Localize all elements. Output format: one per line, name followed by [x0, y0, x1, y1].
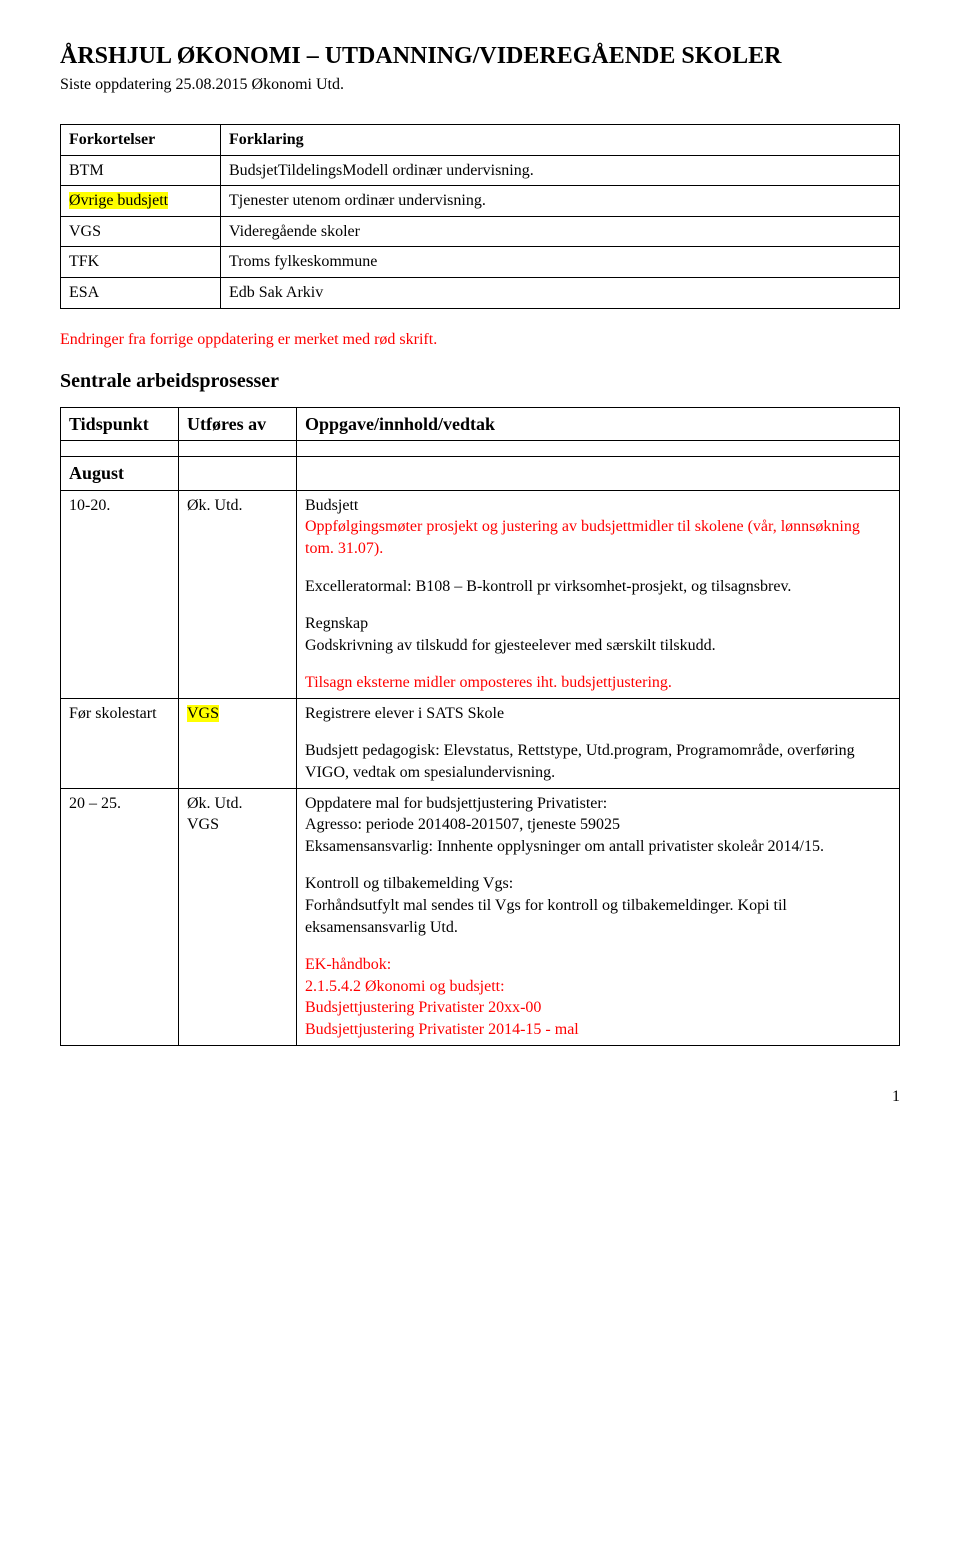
abbr-cell: TFK [61, 247, 221, 278]
table-header-row: Tidspunkt Utføres av Oppgave/innhold/ved… [61, 408, 900, 441]
table-row: August [61, 457, 900, 490]
content-para: RegnskapGodskrivning av tilskudd for gje… [305, 613, 891, 656]
content-para: Budsjett pedagogisk: Elevstatus, Rettsty… [305, 740, 891, 783]
abbr-cell: Øvrige budsjett [61, 186, 221, 217]
desc-cell: Edb Sak Arkiv [221, 277, 900, 308]
when-cell: 10-20. [61, 490, 179, 698]
table-row: BTMBudsjetTildelingsModell ordinær under… [61, 155, 900, 186]
table-row: ESAEdb Sak Arkiv [61, 277, 900, 308]
table-row: 10-20.Øk. Utd.BudsjettOppfølgingsmøter p… [61, 490, 900, 698]
when-cell: 20 – 25. [61, 788, 179, 1045]
desc-cell: BudsjetTildelingsModell ordinær undervis… [221, 155, 900, 186]
desc-cell: Troms fylkeskommune [221, 247, 900, 278]
section-title: Sentrale arbeidsprosesser [60, 368, 900, 395]
content-para: EK-håndbok:2.1.5.4.2 Økonomi og budsjett… [305, 954, 891, 1040]
page-subtitle: Siste oppdatering 25.08.2015 Økonomi Utd… [60, 74, 900, 96]
table-row: Øvrige budsjettTjenester utenom ordinær … [61, 186, 900, 217]
content-para: Excelleratormal: B108 – B-kontroll pr vi… [305, 576, 891, 598]
main-table: Tidspunkt Utføres av Oppgave/innhold/ved… [60, 407, 900, 1045]
who-cell: Øk. Utd. [179, 490, 297, 698]
blank-row [61, 441, 900, 457]
table-row: TFKTroms fylkeskommune [61, 247, 900, 278]
content-cell: Registrere elever i SATS Skole Budsjett p… [297, 698, 900, 788]
main-header-3: Oppgave/innhold/vedtak [297, 408, 900, 441]
desc-cell: Videregående skoler [221, 216, 900, 247]
page-title: ÅRSHJUL ØKONOMI – UTDANNING/VIDEREGÅENDE… [60, 40, 900, 72]
abbr-cell: ESA [61, 277, 221, 308]
content-cell: BudsjettOppfølgingsmøter prosjekt og jus… [297, 490, 900, 698]
table-row: Før skolestartVGSRegistrere elever i SAT… [61, 698, 900, 788]
abbreviations-table: Forkortelser Forklaring BTMBudsjetTildel… [60, 124, 900, 309]
table-row: VGSVideregående skoler [61, 216, 900, 247]
main-header-1: Tidspunkt [61, 408, 179, 441]
content-para: Kontroll og tilbakemelding Vgs:Forhåndsu… [305, 873, 891, 938]
content-para: Registrere elever i SATS Skole [305, 703, 891, 725]
content-para: Oppdatere mal for budsjettjustering Priv… [305, 793, 891, 858]
when-cell: Før skolestart [61, 698, 179, 788]
content-para: BudsjettOppfølgingsmøter prosjekt og jus… [305, 495, 891, 560]
content-cell: Oppdatere mal for budsjettjustering Priv… [297, 788, 900, 1045]
content-para: Tilsagn eksterne midler omposteres iht. … [305, 672, 891, 694]
desc-cell: Tjenester utenom ordinær undervisning. [221, 186, 900, 217]
table-row: 20 – 25.Øk. Utd.VGSOppdatere mal for bud… [61, 788, 900, 1045]
main-header-2: Utføres av [179, 408, 297, 441]
table-header-row: Forkortelser Forklaring [61, 124, 900, 155]
abbr-header-2: Forklaring [221, 124, 900, 155]
abbr-cell: VGS [61, 216, 221, 247]
page-number: 1 [60, 1086, 900, 1108]
content-cell [297, 457, 900, 490]
who-cell [179, 457, 297, 490]
who-cell: Øk. Utd.VGS [179, 788, 297, 1045]
changes-note: Endringer fra forrige oppdatering er mer… [60, 329, 900, 351]
when-cell: August [61, 457, 179, 490]
abbr-cell: BTM [61, 155, 221, 186]
who-cell: VGS [179, 698, 297, 788]
abbr-header-1: Forkortelser [61, 124, 221, 155]
